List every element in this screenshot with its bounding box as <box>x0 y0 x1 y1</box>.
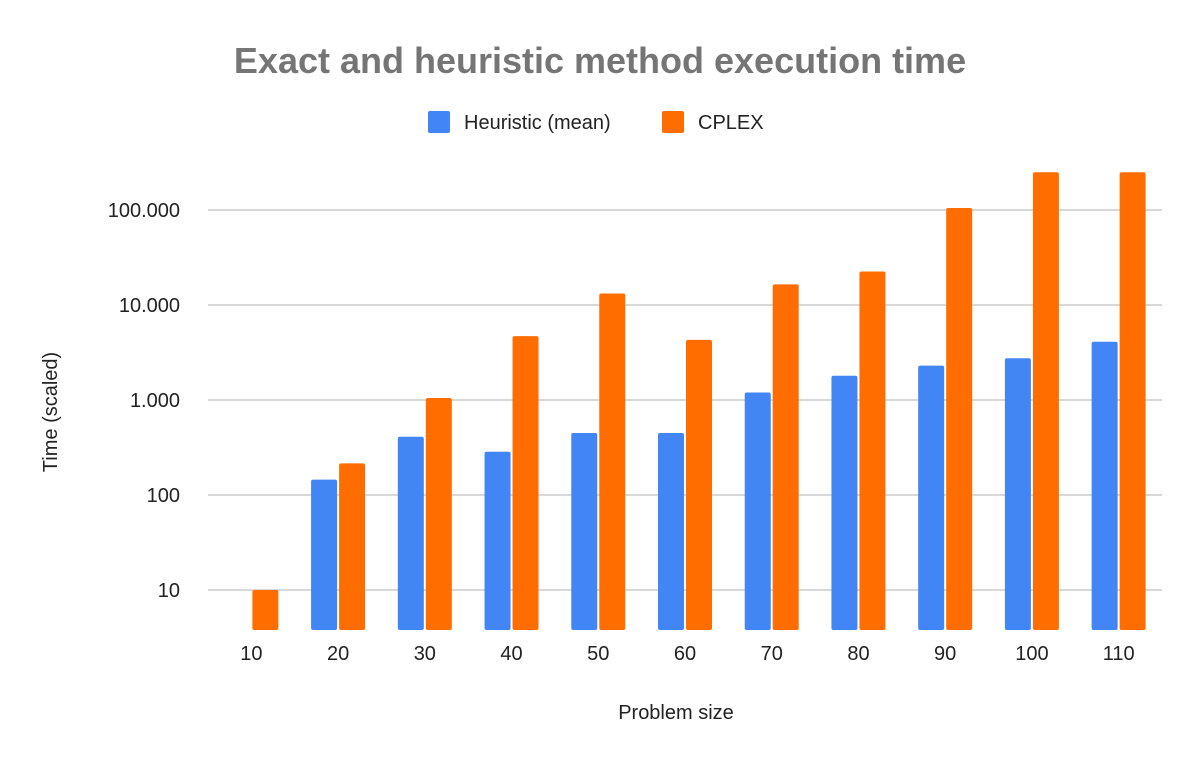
bar-cplex-100 <box>1032 172 1059 631</box>
bar-cplex-50 <box>599 293 626 630</box>
bar-heuristic-110 <box>1091 341 1118 630</box>
x-tick-label: 90 <box>934 643 956 665</box>
y-tick-label: 10.000 <box>119 295 180 317</box>
bar-cplex-110 <box>1119 172 1146 631</box>
y-axis-label: Time (scaled) <box>40 352 62 472</box>
x-tick-label: 10 <box>240 643 262 665</box>
x-tick-label: 50 <box>587 643 609 665</box>
bar-cplex-70 <box>772 284 799 630</box>
legend-swatch-cplex <box>662 111 684 133</box>
bar-heuristic-80 <box>831 375 858 630</box>
x-tick-label: 40 <box>500 643 522 665</box>
x-axis-label: Problem size <box>618 702 734 724</box>
bars <box>252 172 1146 631</box>
bar-heuristic-20 <box>311 479 338 630</box>
bar-heuristic-50 <box>571 432 598 630</box>
bar-heuristic-40 <box>484 451 511 630</box>
y-axis-ticks: 10 100 1.000 10.000 100.000 <box>108 200 180 602</box>
bar-cplex-80 <box>859 271 886 630</box>
bar-cplex-60 <box>686 339 712 630</box>
x-tick-label: 100 <box>1015 643 1048 665</box>
x-tick-label: 70 <box>761 643 783 665</box>
bar-cplex-90 <box>946 207 973 631</box>
y-tick-label: 100 <box>147 485 180 507</box>
bar-heuristic-70 <box>744 392 771 630</box>
x-tick-label: 110 <box>1103 643 1135 665</box>
legend-label-cplex: CPLEX <box>698 112 764 134</box>
bar-heuristic-60 <box>658 432 684 630</box>
x-tick-label: 60 <box>674 643 696 665</box>
x-tick-label: 30 <box>414 643 436 665</box>
bar-cplex-30 <box>425 397 452 630</box>
x-tick-label: 20 <box>327 643 349 665</box>
bar-cplex-20 <box>339 463 366 630</box>
gridlines <box>208 209 1162 591</box>
bar-heuristic-90 <box>918 365 945 630</box>
bar-cplex-40 <box>512 336 539 630</box>
x-axis-ticks: 10 20 30 40 50 60 70 80 90 100 110 <box>240 643 1134 665</box>
y-tick-label: 100.000 <box>108 200 180 222</box>
bar-cplex-10 <box>252 590 279 630</box>
bar-heuristic-100 <box>1004 358 1031 630</box>
y-tick-label: 10 <box>158 580 180 602</box>
legend-label-heuristic: Heuristic (mean) <box>464 112 611 134</box>
chart-title: Exact and heuristic method execution tim… <box>234 40 966 81</box>
legend-swatch-heuristic <box>428 111 450 133</box>
x-tick-label: 80 <box>847 643 869 665</box>
bar-heuristic-30 <box>397 436 424 630</box>
y-tick-label: 1.000 <box>130 390 180 412</box>
legend: Heuristic (mean) CPLEX <box>428 111 764 134</box>
